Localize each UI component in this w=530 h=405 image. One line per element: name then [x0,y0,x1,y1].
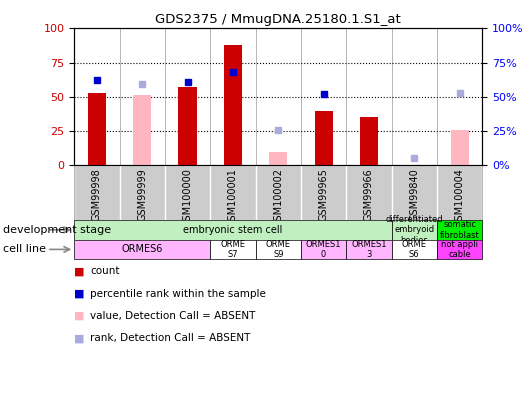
Bar [392,240,437,259]
Text: development stage: development stage [3,225,111,235]
Text: ORME
S6: ORME S6 [402,240,427,259]
Text: not appli
cable: not appli cable [441,240,478,259]
Bar [450,130,469,165]
Bar [224,45,242,165]
Text: ORMES6: ORMES6 [121,245,163,254]
Bar [360,117,378,165]
Text: ORMES1
0: ORMES1 0 [306,240,341,259]
Text: ORMES1
3: ORMES1 3 [351,240,387,259]
Text: GSM100002: GSM100002 [273,168,283,227]
Bar [437,240,482,259]
Bar [74,220,392,240]
Bar [301,240,346,259]
Text: somatic
fibroblast: somatic fibroblast [440,220,480,239]
Text: GSM99999: GSM99999 [137,168,147,221]
Text: GSM99840: GSM99840 [409,168,419,221]
Bar [269,151,287,165]
Bar [210,240,255,259]
Text: GSM99965: GSM99965 [319,168,329,221]
Text: ORME
S9: ORME S9 [266,240,291,259]
Text: GSM100001: GSM100001 [228,168,238,227]
Text: GSM99998: GSM99998 [92,168,102,221]
Text: ■: ■ [74,311,85,321]
Bar [346,240,392,259]
Text: cell line: cell line [3,245,46,254]
Text: value, Detection Call = ABSENT: value, Detection Call = ABSENT [90,311,255,321]
Bar [88,93,106,165]
Bar [179,87,197,165]
Text: differentiated
embryoid
bodies: differentiated embryoid bodies [385,215,443,245]
Text: ■: ■ [74,266,85,276]
Text: count: count [90,266,120,276]
Text: ■: ■ [74,289,85,298]
Text: percentile rank within the sample: percentile rank within the sample [90,289,266,298]
Bar [392,220,437,240]
Text: embryonic stem cell: embryonic stem cell [183,225,282,235]
Title: GDS2375 / MmugDNA.25180.1.S1_at: GDS2375 / MmugDNA.25180.1.S1_at [155,13,401,26]
Bar [133,96,151,165]
Text: ORME
S7: ORME S7 [220,240,245,259]
Text: GSM100000: GSM100000 [182,168,192,227]
Text: GSM99966: GSM99966 [364,168,374,221]
Text: GSM100004: GSM100004 [455,168,465,227]
Text: rank, Detection Call = ABSENT: rank, Detection Call = ABSENT [90,333,251,343]
Bar [437,220,482,240]
Bar [74,240,210,259]
Text: ■: ■ [74,333,85,343]
Bar [255,240,301,259]
Bar [314,111,333,165]
